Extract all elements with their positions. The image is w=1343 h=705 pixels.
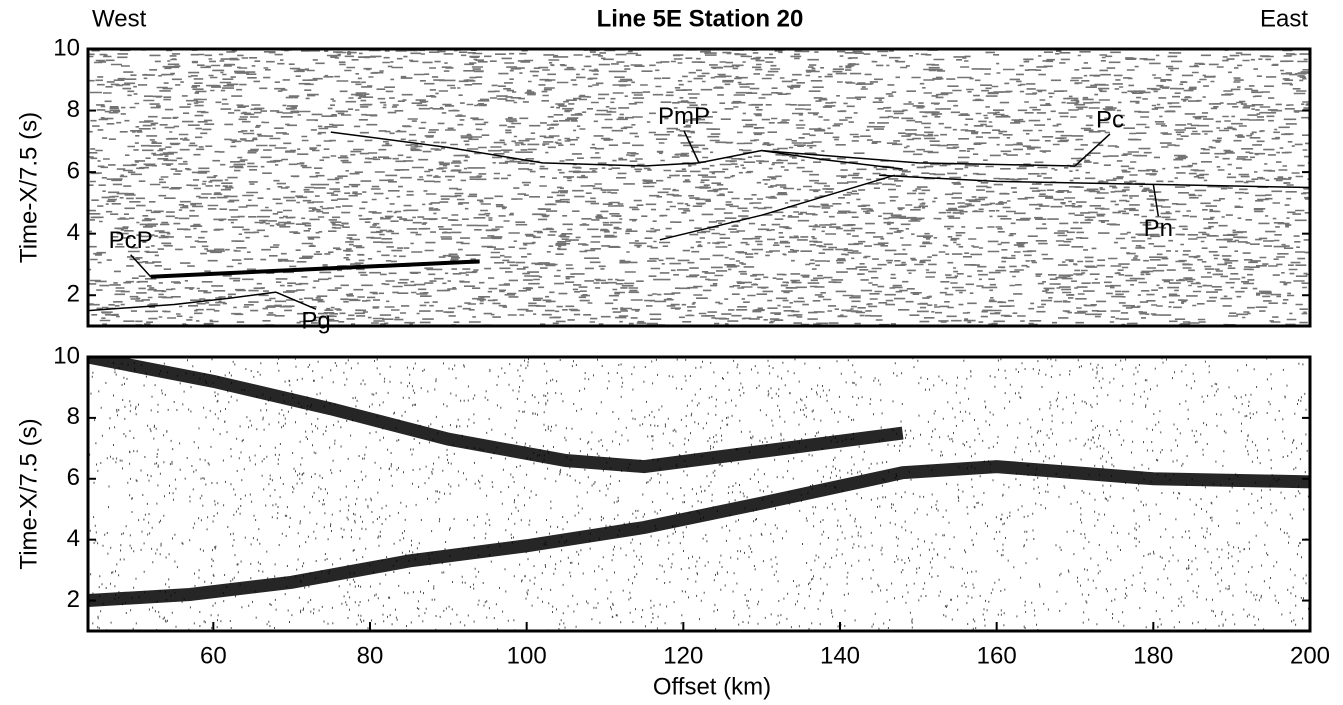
phase-label: Pc <box>1096 106 1124 133</box>
phase-line <box>88 174 896 312</box>
plot-area <box>88 49 1310 326</box>
y-tick-label: 8 <box>67 96 80 123</box>
y-tick-label: 8 <box>67 403 80 430</box>
trace-texture <box>88 49 1310 326</box>
x-tick-label: 200 <box>1290 642 1330 669</box>
y-tick-label: 4 <box>67 219 80 246</box>
east-label: East <box>1260 5 1308 32</box>
phase-line <box>150 259 480 279</box>
x-tick-label: 160 <box>977 642 1017 669</box>
phase-arrow <box>130 254 152 278</box>
x-tick-label: 80 <box>357 642 384 669</box>
phase-line <box>88 460 1310 608</box>
west-label: West <box>92 5 147 32</box>
x-axis-title: Offset (km) <box>653 673 771 700</box>
x-tick-label: 120 <box>663 642 703 669</box>
x-tick-label: 140 <box>820 642 860 669</box>
y-tick-label: 10 <box>53 342 80 369</box>
y-axis-title: Time-X/7.5 (s) <box>15 112 42 263</box>
y-tick-label: 2 <box>67 281 80 308</box>
y-tick-label: 10 <box>53 34 80 61</box>
phase-label: PcP <box>109 227 153 254</box>
y-tick-label: 2 <box>67 586 80 613</box>
chart-title: Line 5E Station 20 <box>597 5 804 32</box>
y-axis-title: Time-X/7.5 (s) <box>15 418 42 569</box>
phase-label: Pn <box>1144 215 1173 242</box>
phase-line <box>88 357 904 474</box>
y-tick-label: 4 <box>67 525 80 552</box>
phase-line <box>761 149 1076 167</box>
phase-label: PmP <box>658 103 710 130</box>
x-tick-label: 180 <box>1133 642 1173 669</box>
phase-arrow <box>1074 133 1111 167</box>
y-tick-label: 6 <box>67 464 80 491</box>
x-tick-label: 100 <box>507 642 547 669</box>
plot-frame <box>86 355 1312 633</box>
phase-line <box>330 131 903 170</box>
plot-area <box>88 357 1310 631</box>
phase-arrow <box>1152 184 1160 217</box>
phase-arrow <box>683 130 700 164</box>
phase-line <box>879 174 1310 189</box>
plot-frame <box>86 47 1312 328</box>
phase-label: Pg <box>301 307 330 334</box>
y-tick-label: 6 <box>67 157 80 184</box>
x-tick-label: 60 <box>200 642 227 669</box>
phase-arrow <box>275 291 317 310</box>
